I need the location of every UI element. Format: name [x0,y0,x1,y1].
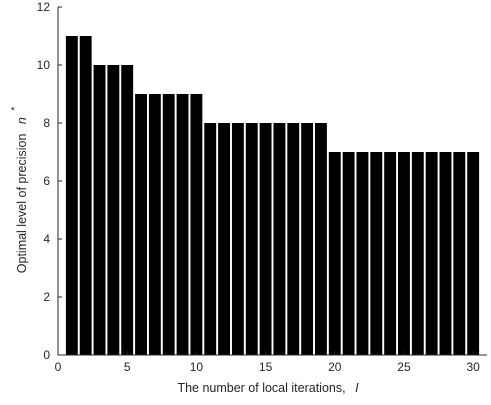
y-tick-label-6: 6 [43,174,50,188]
bar-21 [342,152,355,355]
y-tick-label-2: 2 [43,290,50,304]
x-tick-label-0: 0 [55,360,62,374]
bar-9 [176,94,189,355]
y-tick-label-10: 10 [37,58,51,72]
bar-2 [79,36,92,355]
x-axis-title-variable: I [355,381,359,395]
y-tick-label-4: 4 [43,232,50,246]
bar-4 [107,65,120,355]
bar-18 [301,123,314,355]
y-tick-label-0: 0 [43,348,50,362]
bar-14 [245,123,258,355]
bar-5 [121,65,134,355]
x-tick-label-5: 5 [124,360,131,374]
bar-10 [190,94,203,355]
bar-15 [259,123,272,355]
bar-26 [411,152,424,355]
bar-3 [93,65,106,355]
y-axis-title-superscript: * [10,107,21,111]
bar-12 [218,123,231,355]
bar-16 [273,123,286,355]
bar-13 [231,123,244,355]
x-tick-label-10: 10 [190,360,204,374]
y-tick-label-12: 12 [37,0,51,14]
bar-20 [328,152,341,355]
bar-17 [287,123,300,355]
x-axis-title-text: The number of local iterations, [177,381,345,395]
bar-27 [425,152,438,355]
x-tick-label-30: 30 [466,360,480,374]
bar-7 [148,94,161,355]
bar-28 [439,152,452,355]
y-axis-title-variable: n [15,117,29,124]
bar-6 [135,94,147,355]
bar-8 [162,94,175,355]
bar-1 [65,36,78,355]
bar-23 [370,152,383,355]
x-tick-label-25: 25 [397,360,411,374]
bar-25 [398,152,410,355]
bar-29 [453,152,466,355]
bar-24 [384,152,397,355]
bar-11 [204,123,217,355]
bar-22 [356,152,369,355]
x-tick-label-20: 20 [328,360,342,374]
y-tick-label-8: 8 [43,116,50,130]
bar-30 [467,152,480,355]
ticks-group: 0 5 10 15 20 25 30 0 2 4 6 8 10 12 [37,0,481,374]
x-axis-title: The number of local iterations, I [177,381,359,395]
y-axis-title: Optimal level of precision n * [10,107,29,274]
bar-19 [314,123,327,355]
bars-group [65,36,480,355]
y-axis-title-text: Optimal level of precision [15,134,29,274]
x-tick-label-15: 15 [259,360,273,374]
